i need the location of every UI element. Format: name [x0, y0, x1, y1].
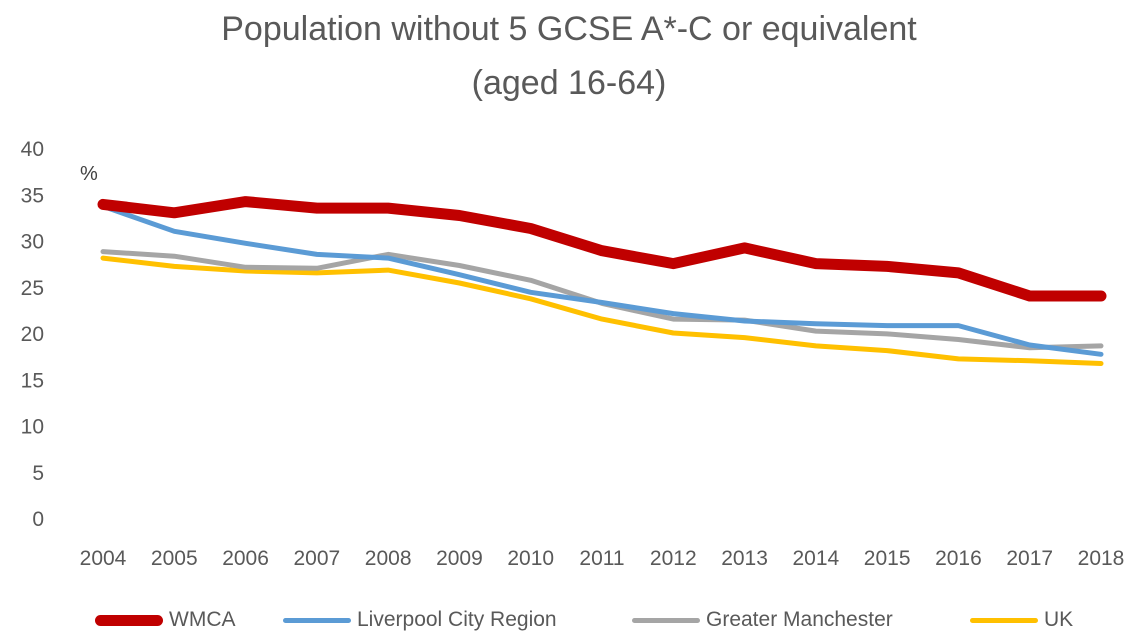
x-tick-label: 2017: [1006, 547, 1053, 570]
x-tick-label: 2007: [293, 547, 340, 570]
legend-item: Greater Manchester: [632, 605, 893, 635]
x-tick-label: 2015: [864, 547, 911, 570]
series-lines: [97, 196, 1107, 366]
y-tick-label: 0: [32, 508, 44, 531]
legend-swatch: [632, 617, 700, 623]
legend-item: UK: [970, 605, 1073, 635]
legend: WMCA Liverpool City Region Greater Manches…: [0, 605, 1138, 635]
legend-swatch: [970, 617, 1038, 623]
x-tick-label: 2012: [650, 547, 697, 570]
series-line-greater-manchester: [100, 249, 1104, 351]
x-tick-label: 2006: [222, 547, 269, 570]
y-tick-label: 25: [21, 277, 44, 300]
x-axis: 2004 2005 2006 2007 2008 2009 2010 2011 2012 2013…: [80, 547, 1125, 570]
y-tick-label: 10: [21, 416, 44, 439]
legend-item: Liverpool City Region: [283, 605, 557, 635]
legend-label: Greater Manchester: [706, 608, 893, 631]
x-tick-label: 2008: [365, 547, 412, 570]
legend-swatch: [95, 614, 163, 626]
y-tick-label: 40: [21, 138, 44, 161]
legend-label: WMCA: [169, 608, 236, 631]
chart-title: Population without 5 GCSE A*-C or equiva…: [221, 10, 917, 48]
x-tick-label: 2018: [1078, 547, 1125, 570]
y-axis: 0 5 10 15 20 25 30 35 40: [21, 138, 44, 531]
unit-label: %: [80, 163, 98, 185]
y-tick-label: 35: [21, 184, 44, 207]
y-tick-label: 20: [21, 323, 44, 346]
legend-item: WMCA: [95, 605, 236, 635]
x-tick-label: 2009: [436, 547, 483, 570]
x-tick-label: 2005: [151, 547, 198, 570]
x-tick-label: 2016: [935, 547, 982, 570]
series-line-liverpool-city-region: [100, 203, 1104, 357]
series-line-wmca: [97, 196, 1107, 302]
y-tick-label: 30: [21, 231, 44, 254]
chart-subtitle: (aged 16-64): [471, 64, 667, 102]
y-tick-label: 5: [32, 462, 44, 485]
x-tick-label: 2014: [792, 547, 839, 570]
x-tick-label: 2013: [721, 547, 768, 570]
series-line-uk: [100, 255, 1104, 366]
x-tick-label: 2011: [579, 547, 624, 570]
legend-label: UK: [1044, 608, 1074, 631]
x-tick-label: 2004: [80, 547, 127, 570]
legend-label: Liverpool City Region: [357, 608, 557, 631]
y-tick-label: 15: [21, 369, 44, 392]
legend-swatch: [283, 617, 351, 623]
x-tick-label: 2010: [507, 547, 554, 570]
